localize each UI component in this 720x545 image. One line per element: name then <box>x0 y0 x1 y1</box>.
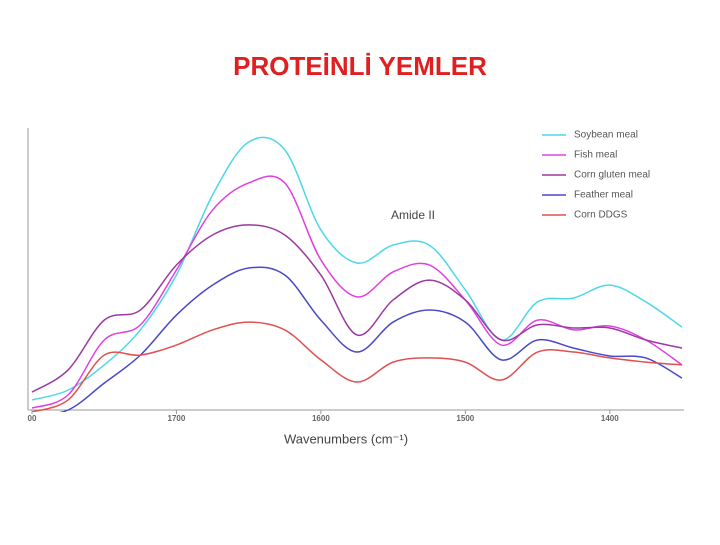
series-line <box>31 224 683 393</box>
plot-area <box>31 136 683 412</box>
x-tick-label: 1600 <box>312 414 330 423</box>
x-tick-label: 1500 <box>456 414 474 423</box>
x-tick-label: 1400 <box>601 414 619 423</box>
x-axis-label: Wavenumbers (cm⁻¹) <box>284 431 408 446</box>
slide-title: PROTEİNLİ YEMLER <box>233 51 487 81</box>
legend-label: Corn gluten meal <box>574 170 650 181</box>
x-tick-label: 00 <box>28 414 37 423</box>
series-line <box>31 175 683 409</box>
legend-label: Soybean meal <box>574 130 638 141</box>
series-line <box>31 321 683 412</box>
x-tick-label: 1700 <box>168 414 186 423</box>
legend-label: Fish meal <box>574 150 617 161</box>
legend-label: Corn DDGS <box>574 210 628 221</box>
series-line <box>31 136 683 401</box>
legend-label: Feather meal <box>574 190 633 201</box>
annotation: Amide II <box>391 208 435 222</box>
